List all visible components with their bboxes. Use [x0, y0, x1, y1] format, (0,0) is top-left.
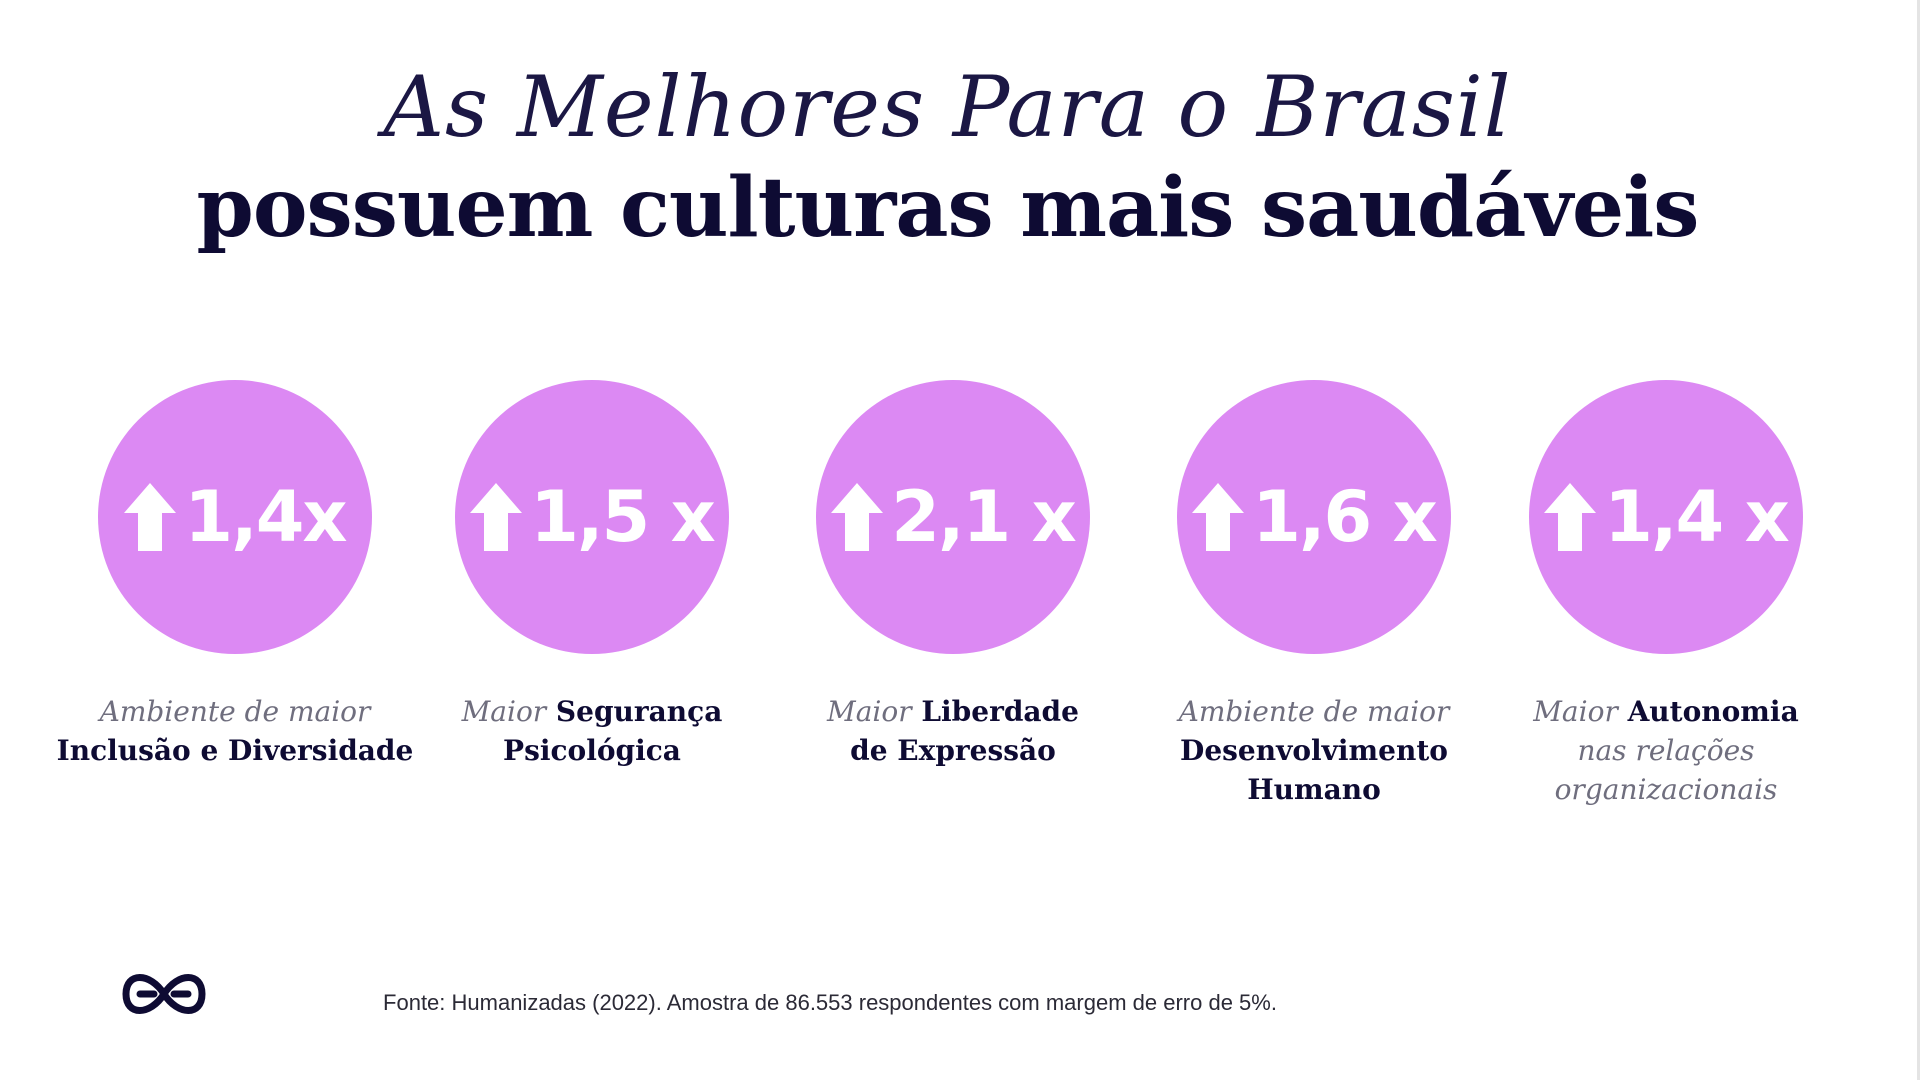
stat-block: 1,4x Ambiente de maior Inclusão e Diversid… — [55, 380, 415, 770]
stat-block: 1,4 x Maior Autonomia nas relações organiza… — [1486, 380, 1846, 809]
caption-text: Maior — [461, 695, 547, 728]
stat-value: 1,4x — [184, 476, 347, 558]
caption-text: Maior — [827, 695, 912, 728]
arrow-up-icon — [1192, 483, 1245, 551]
title-line-2: possuem culturas mais saudáveis — [196, 160, 1700, 256]
arrow-up-icon — [831, 483, 884, 551]
caption-line: Psicológica — [412, 731, 772, 770]
caption-emphasis: Liberdade — [911, 695, 1079, 728]
arrow-up-icon — [1544, 483, 1597, 551]
stat-circle: 1,5 x — [455, 380, 729, 654]
arrow-up-icon — [124, 483, 177, 551]
caption-line: Ambiente de maior — [55, 692, 415, 731]
stat-caption: Maior Segurança Psicológica — [412, 692, 772, 770]
stat-block: 2,1 x Maior Liberdade de Expressão — [773, 380, 1133, 770]
stat-circle: 1,4x — [98, 380, 372, 654]
stat-caption: Ambiente de maior Desenvolvimento Humano — [1134, 692, 1494, 809]
edge-divider — [1917, 0, 1920, 1080]
stat-caption: Ambiente de maior Inclusão e Diversidade — [55, 692, 415, 770]
caption-text: organizacionais — [1554, 773, 1778, 806]
caption-emphasis: Segurança — [546, 695, 723, 728]
source-footnote: Fonte: Humanizadas (2022). Amostra de 86… — [383, 990, 1277, 1015]
caption-text: Maior — [1533, 695, 1618, 728]
stat-circle: 2,1 x — [816, 380, 1090, 654]
caption-emphasis: de Expressão — [850, 734, 1056, 767]
caption-line: Maior Liberdade — [773, 692, 1133, 731]
caption-emphasis: Humano — [1247, 773, 1381, 806]
arrow-up-icon — [470, 483, 523, 551]
caption-line: de Expressão — [773, 731, 1133, 770]
caption-line: Ambiente de maior — [1134, 692, 1494, 731]
caption-line: organizacionais — [1486, 770, 1846, 809]
caption-line: Maior Segurança — [412, 692, 772, 731]
stat-caption: Maior Liberdade de Expressão — [773, 692, 1133, 770]
caption-line: Maior Autonomia — [1486, 692, 1846, 731]
caption-text: nas relações — [1577, 734, 1755, 767]
stat-value: 2,1 x — [891, 476, 1077, 558]
stat-value: 1,6 x — [1252, 476, 1438, 558]
stat-value: 1,5 x — [530, 476, 716, 558]
stat-circle: 1,6 x — [1177, 380, 1451, 654]
stat-block: 1,5 x Maior Segurança Psicológica — [412, 380, 772, 770]
caption-emphasis: Inclusão e Diversidade — [56, 734, 414, 767]
caption-emphasis: Autonomia — [1617, 695, 1799, 728]
caption-line: Inclusão e Diversidade — [55, 731, 415, 770]
title-line-1: As Melhores Para o Brasil — [383, 58, 1512, 156]
caption-text: Ambiente de maior — [1178, 695, 1450, 728]
caption-emphasis: Psicológica — [503, 734, 681, 767]
stat-circle: 1,4 x — [1529, 380, 1803, 654]
stat-block: 1,6 x Ambiente de maior Desenvolvimento Hum… — [1134, 380, 1494, 809]
stat-caption: Maior Autonomia nas relações organizaciona… — [1486, 692, 1846, 809]
caption-emphasis: Desenvolvimento — [1180, 734, 1448, 767]
stat-value: 1,4 x — [1604, 476, 1790, 558]
caption-line: Humano — [1134, 770, 1494, 809]
caption-text: Ambiente de maior — [99, 695, 371, 728]
caption-line: nas relações — [1486, 731, 1846, 770]
humanizadas-logo-icon — [122, 974, 206, 1014]
caption-line: Desenvolvimento — [1134, 731, 1494, 770]
